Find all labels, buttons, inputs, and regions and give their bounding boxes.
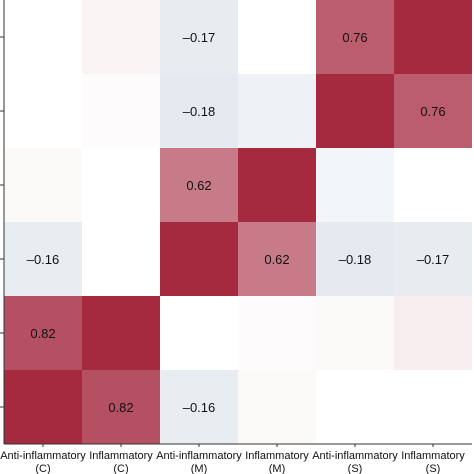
heatmap-cell-r0-c1 — [82, 0, 160, 74]
cell-value-label: 0.62 — [186, 178, 211, 193]
x-tick-sublabel: (S) — [426, 463, 441, 474]
cell-value-label: –0.18 — [183, 104, 216, 119]
x-tick-label: Inflammatory — [401, 450, 465, 462]
cell-value-label: 0.82 — [108, 400, 133, 415]
heatmap-cell-r5-c4 — [316, 370, 394, 444]
heatmap-cell-r2-c4 — [316, 148, 394, 222]
heatmap-cell-r3-c5 — [394, 222, 472, 296]
heatmap-cell-r3-c0 — [4, 222, 82, 296]
heatmap-cell-r0-c5 — [394, 0, 472, 74]
cell-value-label: 0.76 — [342, 30, 367, 45]
heatmap-cell-r0-c3 — [238, 0, 316, 74]
cell-value-label: –0.17 — [183, 30, 216, 45]
heatmap-cell-r3-c3 — [238, 222, 316, 296]
cell-value-label: –0.17 — [417, 252, 450, 267]
x-tick-label: Anti-inflammatory — [0, 450, 86, 462]
heatmap-cell-r4-c3 — [238, 296, 316, 370]
x-tick-sublabel: (M) — [269, 463, 286, 474]
cell-value-label: 0.62 — [264, 252, 289, 267]
heatmap-cell-r4-c0 — [4, 296, 82, 370]
x-tick-sublabel: (C) — [113, 463, 128, 474]
x-tick-label: Anti-inflammatory — [156, 450, 242, 462]
x-tick-label: Inflammatory — [89, 450, 153, 462]
heatmap-cell-r3-c1 — [82, 222, 160, 296]
x-tick-sublabel: (M) — [191, 463, 208, 474]
heatmap-cell-r5-c1 — [82, 370, 160, 444]
cell-value-label: 0.76 — [420, 104, 445, 119]
cell-value-label: –0.16 — [27, 252, 60, 267]
heatmap-cell-r0-c2 — [160, 0, 238, 74]
heatmap-cell-r2-c1 — [82, 148, 160, 222]
heatmap-cell-r4-c1 — [82, 296, 160, 370]
heatmap-cell-r5-c0 — [4, 370, 82, 444]
heatmap-cell-r1-c5 — [394, 74, 472, 148]
x-tick-label: Anti-inflammatory — [312, 450, 398, 462]
heatmap-cell-r5-c3 — [238, 370, 316, 444]
heatmap-cell-r3-c2 — [160, 222, 238, 296]
heatmap-cell-r3-c4 — [316, 222, 394, 296]
heatmap-cell-r5-c2 — [160, 370, 238, 444]
cell-value-label: –0.18 — [339, 252, 372, 267]
heatmap-cell-r1-c0 — [4, 74, 82, 148]
heatmap-cell-r4-c2 — [160, 296, 238, 370]
heatmap-cell-r2-c3 — [238, 148, 316, 222]
heatmap-cell-r1-c3 — [238, 74, 316, 148]
cell-value-label: –0.16 — [183, 400, 216, 415]
heatmap-cell-r5-c5 — [394, 370, 472, 444]
heatmap-cell-r2-c2 — [160, 148, 238, 222]
heatmap-cell-r0-c4 — [316, 0, 394, 74]
heatmap-cell-r4-c4 — [316, 296, 394, 370]
heatmap-cell-r1-c2 — [160, 74, 238, 148]
cell-value-label: 0.82 — [30, 326, 55, 341]
heatmap-cell-r4-c5 — [394, 296, 472, 370]
x-tick-sublabel: (C) — [35, 463, 50, 474]
heatmap-cell-r1-c4 — [316, 74, 394, 148]
heatmap-cell-r0-c0 — [4, 0, 82, 74]
heatmap-cell-r2-c0 — [4, 148, 82, 222]
x-tick-sublabel: (S) — [348, 463, 363, 474]
x-tick-label: Inflammatory — [245, 450, 309, 462]
heatmap-cell-r1-c1 — [82, 74, 160, 148]
heatmap-cell-r2-c5 — [394, 148, 472, 222]
